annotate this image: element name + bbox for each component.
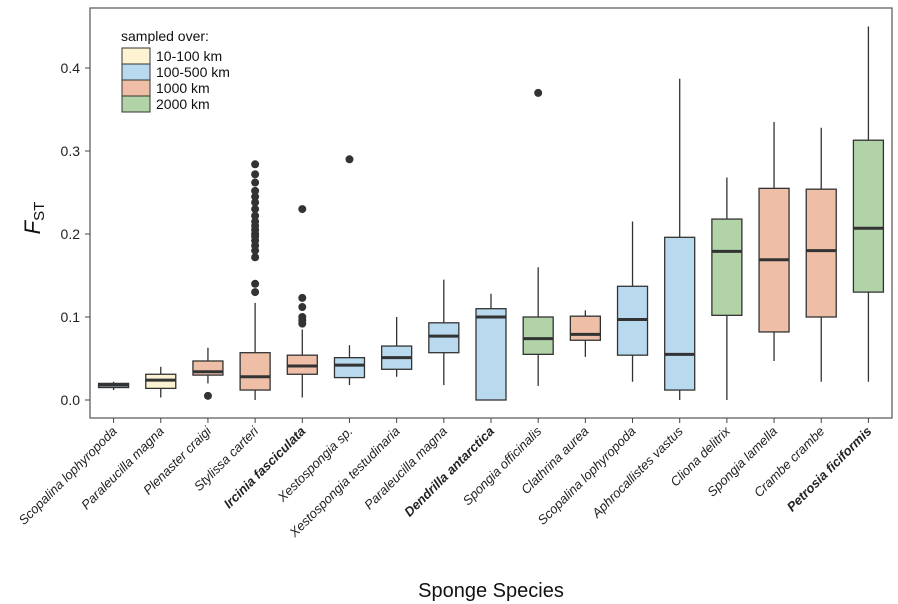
outlier-point — [251, 288, 260, 297]
box-6 — [333, 155, 366, 386]
box-iqr — [711, 218, 743, 316]
x-tick-label: Spongia officinalis — [460, 423, 545, 508]
box-11 — [569, 310, 602, 357]
outlier-point — [298, 205, 307, 214]
x-tick-label: Petrosia ficiformis — [784, 424, 875, 515]
box-9 — [475, 293, 507, 401]
box-1 — [97, 381, 130, 391]
box-17 — [852, 26, 885, 382]
x-tick-label: Ircinia fasciculata — [221, 424, 309, 512]
outlier-point — [251, 160, 260, 169]
box-iqr — [664, 236, 696, 391]
box-iqr — [239, 352, 271, 391]
box-13 — [664, 78, 696, 400]
box-series — [97, 26, 885, 401]
y-tick-label: 0.2 — [61, 226, 81, 242]
outlier-point — [298, 313, 307, 321]
box-iqr — [333, 357, 366, 379]
outlier-point — [251, 205, 260, 214]
outlier-point — [345, 155, 354, 164]
legend-swatch — [121, 47, 151, 65]
y-tick-label: 0.4 — [61, 60, 81, 76]
x-tick-label: Paraleucilla magna — [78, 424, 167, 513]
box-5 — [286, 205, 318, 398]
outlier-point — [298, 293, 307, 302]
outlier-point — [251, 279, 260, 288]
y-axis-title-subscript: ST — [31, 202, 48, 221]
legend-label: 1000 km — [156, 80, 210, 96]
box-3 — [192, 347, 224, 400]
box-iqr — [805, 188, 837, 318]
outlier-point — [203, 391, 212, 400]
box-iqr — [852, 139, 885, 293]
box-15 — [758, 121, 790, 361]
box-10 — [522, 88, 554, 386]
outlier-point — [251, 198, 260, 207]
outlier-point — [534, 88, 543, 97]
legend-label: 100-500 km — [156, 64, 230, 80]
y-axis-title-main: F — [20, 219, 45, 234]
outlier-point — [251, 178, 260, 187]
outlier-point — [251, 170, 260, 179]
x-tick-label: Aphrocallistes vastus — [588, 423, 686, 521]
outlier-point — [251, 253, 260, 262]
box-iqr — [475, 308, 507, 401]
box-14 — [711, 177, 743, 400]
x-axis-title: Sponge Species — [418, 580, 564, 602]
y-tick-label: 0.1 — [61, 309, 81, 325]
outlier-point — [251, 186, 260, 195]
box-2 — [145, 366, 177, 398]
legend-swatch — [121, 63, 151, 81]
box-4 — [239, 160, 271, 400]
outlier-point — [251, 192, 260, 201]
x-tick-label: Dendrilla antarctica — [401, 424, 497, 520]
legend-title: sampled over: — [121, 28, 209, 44]
box-8 — [428, 279, 460, 386]
outlier-point — [251, 211, 260, 220]
x-tick-label: Paraleucilla magna — [361, 424, 450, 513]
box-16 — [805, 127, 837, 382]
legend-label: 2000 km — [156, 96, 210, 112]
y-axis: 0.0 0.1 0.2 0.3 0.4 — [61, 60, 90, 408]
y-tick-label: 0.3 — [61, 143, 81, 159]
box-iqr — [522, 316, 554, 355]
box-12 — [616, 221, 649, 382]
y-tick-label: 0.0 — [61, 392, 81, 408]
legend-label: 10-100 km — [156, 48, 222, 64]
y-axis-title: FST — [20, 202, 48, 235]
legend-swatch — [121, 95, 151, 113]
box-iqr — [428, 322, 460, 354]
box-7 — [380, 317, 413, 377]
legend-swatch — [121, 79, 151, 97]
box-iqr — [569, 315, 602, 341]
outlier-point — [251, 217, 260, 226]
outlier-point — [298, 303, 307, 312]
